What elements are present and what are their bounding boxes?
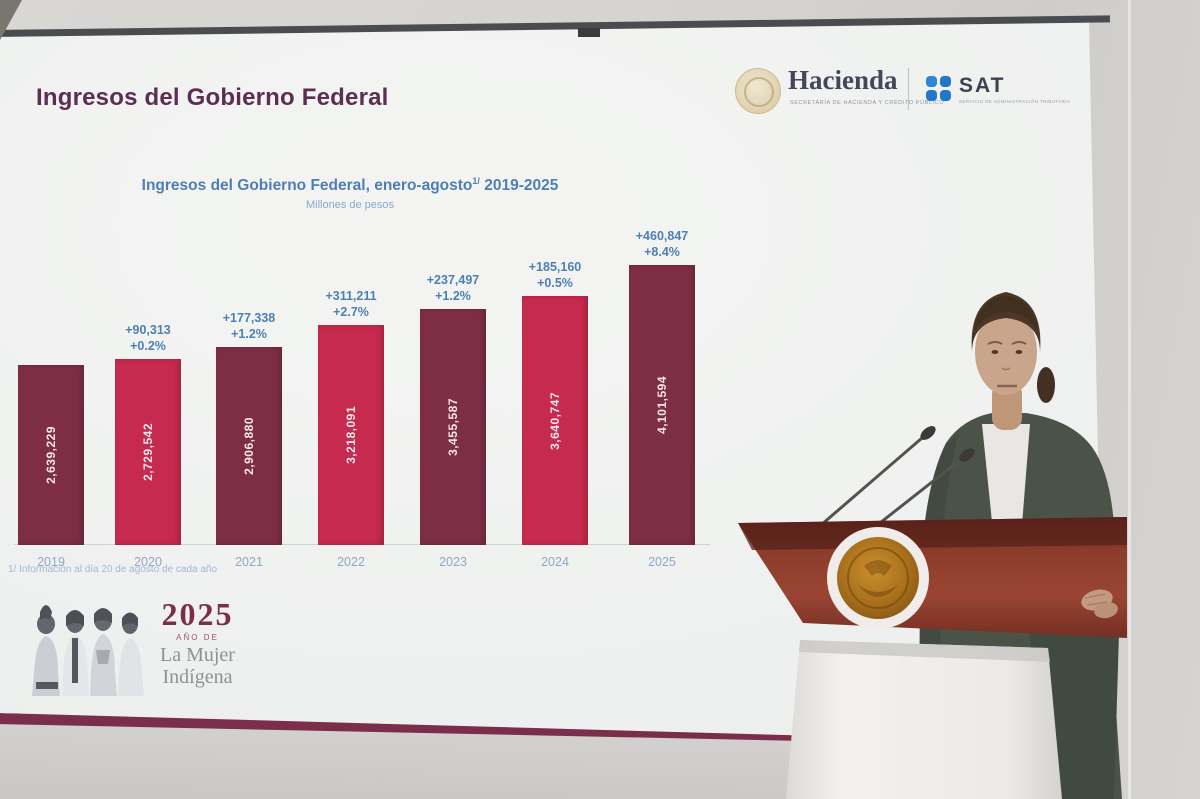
- bar-2022: 3,218,091: [318, 325, 384, 545]
- bar-2020: 2,729,542: [115, 359, 181, 545]
- delta-label-2025: +460,847 +8.4%: [635, 228, 689, 259]
- bar-group-2020: +90,313 +0.2% 2,729,542 2020: [115, 225, 181, 569]
- speaker-face: [975, 309, 1037, 395]
- x-tick-2021: 2021: [235, 555, 263, 569]
- podium-base: [786, 640, 1062, 799]
- speaker-shirt: [982, 424, 1030, 535]
- chart-title: Ingresos del Gobierno Federal, enero-ago…: [141, 176, 559, 195]
- hacienda-wordmark: Hacienda: [788, 65, 898, 95]
- x-tick-2023: 2023: [439, 555, 467, 569]
- bar-group-2025: +460,847 +8.4% 4,101,594 2025: [629, 225, 695, 569]
- bar-group-2024: +185,160 +0.5% 3,640,747 2024: [522, 225, 588, 569]
- x-tick-2019: 2019: [37, 555, 65, 569]
- bar-2025: 4,101,594: [629, 265, 695, 545]
- delta-label-2021: +177,338 +1.2%: [222, 310, 276, 341]
- x-tick-2025: 2025: [648, 555, 676, 569]
- mujer-indigena-2025-logo: 2025 AÑO DE La Mujer Indígena: [30, 598, 235, 698]
- x-tick-2022: 2022: [337, 555, 365, 569]
- anniversary-title-line2: Indígena: [162, 666, 233, 688]
- header-logos: Hacienda SECRETARÍA DE HACIENDA Y CRÉDIT…: [730, 60, 1070, 120]
- indigenous-women-illustration: [32, 605, 144, 696]
- delta-label-2023: +237,497 +1.2%: [426, 272, 480, 303]
- hacienda-caption: SECRETARÍA DE HACIENDA Y CRÉDITO PÚBLICO: [790, 100, 945, 106]
- bar-2023: 3,455,587: [420, 309, 486, 545]
- bar-2024: 3,640,747: [522, 296, 588, 545]
- speaker-hair-tail: [1037, 367, 1055, 403]
- bar-2021: 2,906,880: [216, 347, 282, 545]
- bar-group-2023: +237,497 +1.2% 3,455,587 2023: [420, 225, 486, 569]
- anniversary-year: 2025: [161, 596, 234, 632]
- wall-seam: [1128, 0, 1131, 799]
- bar-group-2021: +177,338 +1.2% 2,906,880 2021: [216, 225, 282, 569]
- delta-label-2024: +185,160 +0.5%: [528, 259, 582, 290]
- bar-group-2019: 2,639,229 2019: [18, 225, 84, 569]
- bar-chart: 2,639,229 2019 +90,313 +0.2% 2,729,542 20…: [14, 225, 714, 569]
- screen-bezel-notch: [578, 28, 600, 37]
- microphone-head-icon: [959, 448, 975, 462]
- chart-footnote: 1/ Información al día 20 de agosto de ca…: [8, 564, 218, 575]
- bar-2019: 2,639,229: [18, 365, 84, 545]
- sat-wordmark: SAT: [959, 74, 1006, 97]
- microphone-head-icon: [920, 426, 936, 440]
- anniversary-pretitle: AÑO DE: [176, 633, 219, 642]
- slide-title: Ingresos del Gobierno Federal: [36, 84, 389, 111]
- x-tick-2020: 2020: [134, 555, 162, 569]
- podium-wood-bevel: [738, 517, 1127, 550]
- bar-group-2022: +311,211 +2.7% 3,218,091 2022: [318, 225, 384, 569]
- podium-base-shadow: [799, 640, 1050, 662]
- hacienda-eagle-seal-icon: [735, 68, 781, 114]
- anniversary-title-line1: La Mujer: [160, 644, 235, 666]
- delta-label-2022: +311,211 +2.7%: [325, 288, 377, 319]
- sat-caption: SERVICIO DE ADMINISTRACIÓN TRIBUTARIA: [959, 99, 1071, 104]
- mexico-coat-of-arms-icon: [837, 537, 919, 619]
- speaker-hair-top: [974, 296, 1038, 330]
- logo-divider: [908, 68, 909, 110]
- delta-label-2020: +90,313 +0.2%: [125, 322, 171, 353]
- x-tick-2024: 2024: [541, 555, 569, 569]
- speaker-hand: [1081, 589, 1118, 619]
- podium: [738, 517, 1127, 799]
- chart-subtitle: Millones de pesos: [305, 199, 395, 211]
- sat-dots-icon: [926, 76, 952, 102]
